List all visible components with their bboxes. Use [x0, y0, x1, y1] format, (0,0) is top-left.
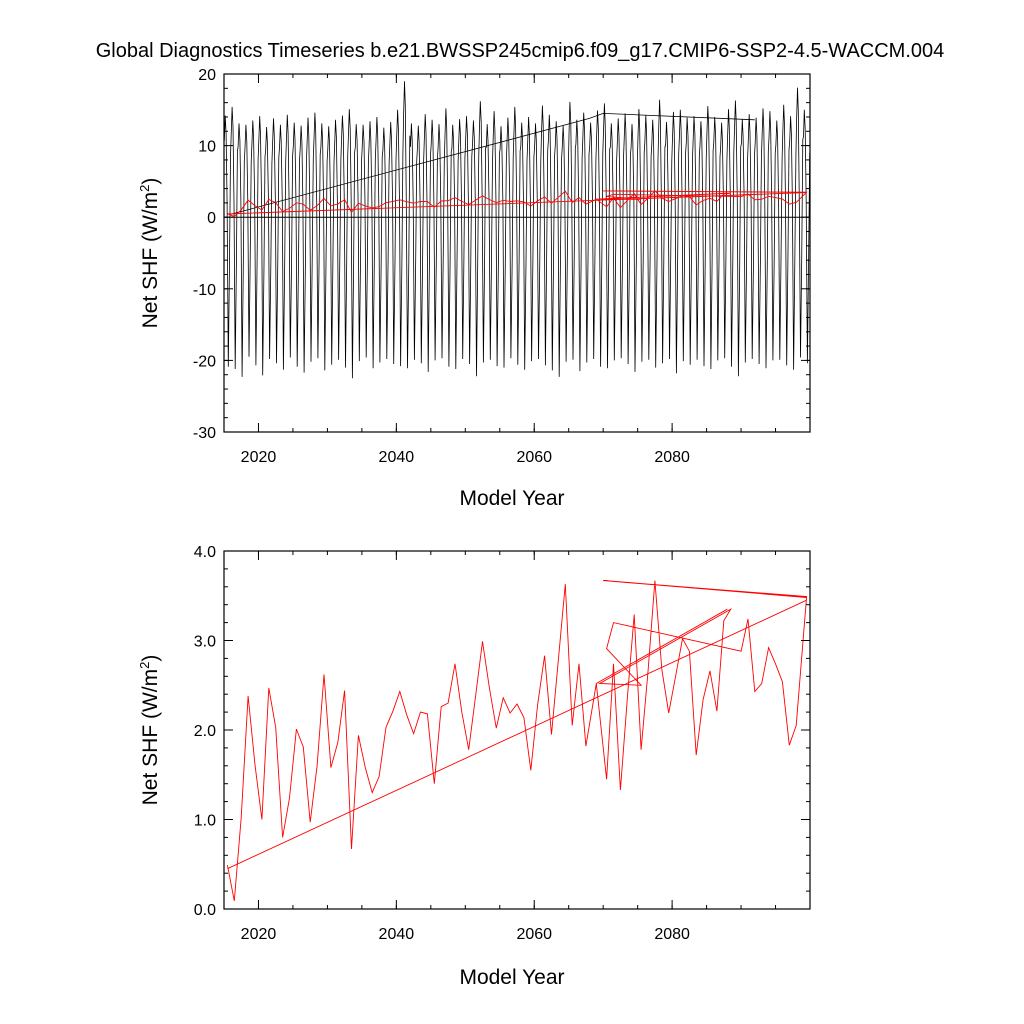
top-y-tick-label: 20 — [198, 67, 216, 84]
bottom-y-tick-label: 1.0 — [194, 813, 216, 830]
top-y-tick-label: -20 — [193, 353, 216, 370]
bottom-y-tick-label: 2.0 — [194, 723, 216, 740]
bottom-annual-trend-line — [227, 599, 807, 870]
bottom-x-tick-label: 2020 — [241, 926, 277, 943]
top-x-tick-label: 2060 — [516, 449, 552, 466]
top-y-tick-label: -10 — [193, 282, 216, 299]
bottom-y-tick-label: 0.0 — [194, 902, 216, 919]
monthly-series-line — [223, 81, 811, 379]
bottom-y-axis-label: Net SHF (W/m2) — [137, 655, 162, 806]
bottom-annual-mean-line — [226, 580, 808, 901]
bottom-x-axis-label: Model Year — [459, 966, 564, 989]
top-plot-data — [223, 81, 811, 379]
bottom-panel: 0.0 1.0 2.0 3.0 4.0 2020 2040 2060 2080 Model Ye… — [137, 544, 811, 989]
bottom-x-tick-label: 2040 — [379, 926, 415, 943]
top-x-tick-label: 2020 — [241, 449, 277, 466]
top-y-tick-label: 10 — [198, 139, 216, 156]
bottom-y-tick-label: 4.0 — [194, 544, 216, 561]
bottom-y-tick-label: 3.0 — [194, 634, 216, 651]
top-x-tick-label: 2080 — [654, 449, 690, 466]
top-x-axis-label: Model Year — [459, 487, 564, 510]
top-annual-trend-line — [227, 192, 807, 215]
top-plot-frame — [223, 73, 811, 433]
top-y-tick-label: 0 — [207, 210, 216, 227]
top-x-tick-label: 2040 — [379, 449, 415, 466]
bottom-x-tick-label: 2060 — [516, 926, 552, 943]
top-y-axis-label: Net SHF (W/m2) — [137, 178, 162, 329]
figure-title: Global Diagnostics Timeseries b.e21.BWSS… — [96, 40, 945, 62]
top-annual-mean-line — [227, 190, 808, 218]
top-y-tick-label: -30 — [193, 425, 216, 442]
bottom-axis-ticks: 0.0 1.0 2.0 3.0 4.0 2020 2040 2060 2080 — [194, 544, 811, 943]
bottom-plot-frame — [223, 550, 811, 910]
monthly-wrap-line — [230, 112, 755, 215]
bottom-plot-data — [226, 580, 808, 901]
bottom-x-tick-label: 2080 — [654, 926, 690, 943]
